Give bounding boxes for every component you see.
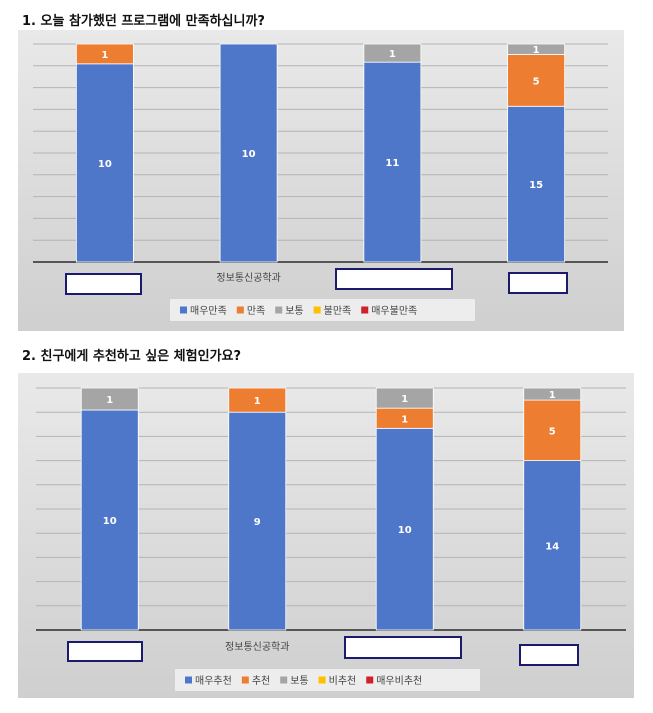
legend-label: 불만족 — [324, 305, 352, 317]
bar-segment — [363, 43, 422, 63]
legend-marker — [180, 306, 187, 314]
legend-marker — [280, 676, 288, 684]
redaction-box — [67, 641, 143, 662]
bar-segment — [363, 61, 422, 263]
redaction-box — [519, 644, 579, 666]
legend-marker — [241, 676, 249, 684]
bar-segment — [80, 387, 139, 411]
data-label: 14 — [545, 541, 559, 552]
bar-segment — [523, 460, 582, 631]
data-label: 11 — [385, 158, 399, 169]
legend-background — [175, 669, 480, 691]
data-label: 10 — [103, 516, 117, 527]
legend-marker — [313, 306, 321, 314]
data-label: 1 — [533, 45, 540, 56]
legend-marker — [366, 676, 374, 684]
bar-segment — [523, 387, 582, 401]
data-label: 5 — [533, 76, 540, 87]
legend-label: 만족 — [247, 305, 265, 317]
x-tick-label: 정보통신공학과 — [216, 272, 280, 284]
legend-label: 추천 — [252, 675, 270, 687]
redaction-box — [508, 272, 568, 294]
redaction-box — [65, 273, 142, 295]
legend-marker — [361, 306, 369, 314]
legend-label: 매우만족 — [190, 305, 227, 317]
legend-marker — [185, 676, 192, 684]
legend-label: 매우추천 — [195, 675, 232, 687]
bar-segment — [507, 105, 566, 263]
legend-label: 보통 — [290, 675, 308, 687]
data-label: 10 — [98, 159, 112, 170]
data-label: 9 — [254, 517, 261, 528]
legend-label: 비추천 — [329, 675, 357, 687]
chart: 10 1 9 1 정보통신공학과 10 1 1 14 5 1 매우추천 추천 보통 비추천 매우비추천 — [18, 373, 634, 698]
bar-segment — [219, 43, 278, 263]
data-label: 1 — [254, 396, 261, 407]
x-tick-label: 정보통신공학과 — [225, 641, 289, 653]
bar-segment — [507, 43, 566, 55]
data-label: 10 — [242, 149, 256, 160]
bar-segment — [375, 427, 434, 631]
data-label: 1 — [401, 394, 408, 405]
bar-segment — [228, 387, 287, 413]
data-label: 5 — [549, 426, 556, 437]
data-label: 1 — [106, 395, 113, 406]
question-heading: 2. 친구에게 추천하고 싶은 체험인가요? — [22, 349, 242, 364]
bar-segment — [507, 53, 566, 107]
redaction-box — [335, 268, 453, 290]
legend-label: 보통 — [285, 305, 303, 317]
bar-segment — [80, 409, 139, 631]
data-label: 1 — [101, 50, 108, 61]
bar-segment — [375, 387, 434, 409]
legend-label: 매우불만족 — [371, 305, 417, 317]
legend-marker — [318, 676, 326, 684]
legend-marker — [236, 306, 244, 314]
legend-marker — [275, 306, 283, 314]
legend-background — [170, 299, 475, 321]
data-label: 1 — [549, 390, 556, 401]
bar-segment — [75, 43, 134, 65]
data-label: 1 — [401, 414, 408, 425]
bar-segment — [75, 63, 134, 263]
data-label: 1 — [389, 49, 396, 60]
legend-label: 매우비추천 — [376, 675, 422, 687]
redaction-box — [344, 636, 462, 659]
data-label: 15 — [529, 180, 543, 191]
data-label: 10 — [398, 525, 412, 536]
question-heading: 1. 오늘 참가했던 프로그램에 만족하십니까? — [22, 14, 265, 29]
